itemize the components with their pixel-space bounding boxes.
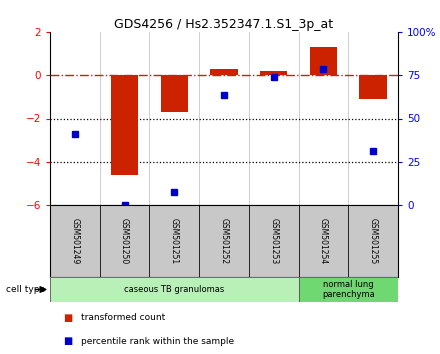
Text: GSM501250: GSM501250 [120,218,129,264]
Text: GSM501254: GSM501254 [319,218,328,264]
Bar [260,71,287,75]
FancyBboxPatch shape [249,205,299,277]
Bar [359,75,387,99]
FancyBboxPatch shape [199,205,249,277]
Bar [161,75,188,112]
Bar [310,47,337,75]
Text: GSM501252: GSM501252 [220,218,228,264]
Text: percentile rank within the sample: percentile rank within the sample [81,337,234,346]
FancyBboxPatch shape [150,205,199,277]
Text: GSM501249: GSM501249 [70,218,79,264]
Text: caseous TB granulomas: caseous TB granulomas [124,285,224,294]
Text: ■: ■ [63,336,73,346]
FancyBboxPatch shape [50,277,299,302]
Text: ■: ■ [63,313,73,322]
Text: GSM501255: GSM501255 [369,218,378,264]
FancyBboxPatch shape [100,205,150,277]
Text: normal lung
parenchyma: normal lung parenchyma [322,280,375,299]
FancyBboxPatch shape [50,205,100,277]
Bar [111,75,138,175]
Text: cell type: cell type [7,285,46,294]
Title: GDS4256 / Hs2.352347.1.S1_3p_at: GDS4256 / Hs2.352347.1.S1_3p_at [114,18,334,31]
Text: GSM501251: GSM501251 [170,218,179,264]
Text: transformed count: transformed count [81,313,165,322]
FancyBboxPatch shape [348,205,398,277]
Text: GSM501253: GSM501253 [269,218,278,264]
FancyBboxPatch shape [299,205,348,277]
FancyBboxPatch shape [299,277,398,302]
Bar [210,69,238,75]
